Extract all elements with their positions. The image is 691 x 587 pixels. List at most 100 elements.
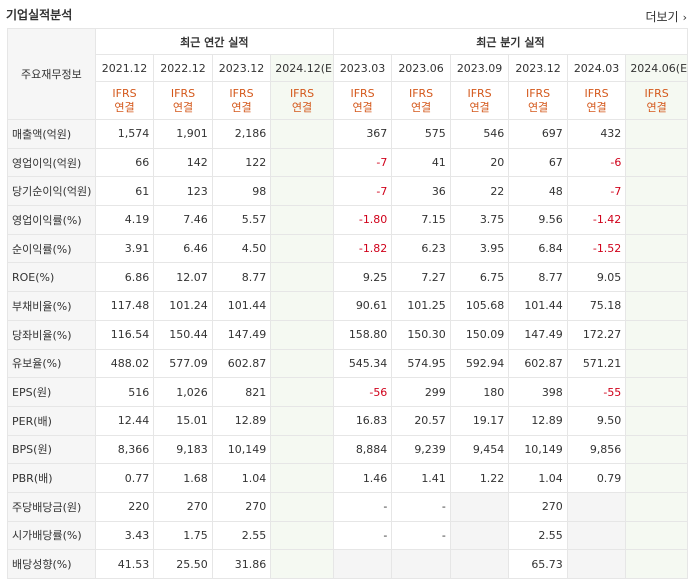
value-cell: 9.56 <box>508 205 568 235</box>
row-label: EPS(원) <box>7 377 96 407</box>
more-link[interactable]: 더보기 › <box>645 8 687 25</box>
value-cell: -1.82 <box>332 233 393 264</box>
value-cell: 48 <box>508 176 568 207</box>
ifrs-badge: IFRS 연결 <box>153 81 213 120</box>
table-row: 부채비율(%) 117.48 101.24 101.44 90.61 101.25 105.… <box>7 291 688 321</box>
period-header: 2023.09 <box>449 54 510 82</box>
row-label: PBR(배) <box>7 463 96 493</box>
value-cell: 1.22 <box>449 463 510 493</box>
value-cell: 158.80 <box>332 319 393 350</box>
value-cell <box>625 491 688 522</box>
value-cell: 10,149 <box>211 434 272 465</box>
period-header: 2021.12 <box>94 54 155 82</box>
value-cell: -1.52 <box>566 233 627 264</box>
value-cell: 12.89 <box>211 405 272 436</box>
value-cell <box>625 176 688 207</box>
value-cell: 7.46 <box>153 205 213 235</box>
value-cell: 142 <box>153 147 213 178</box>
value-cell <box>270 319 334 350</box>
value-cell <box>566 491 627 522</box>
value-cell <box>270 119 334 149</box>
value-cell <box>270 262 334 293</box>
value-cell <box>625 291 688 321</box>
value-cell: 9.05 <box>566 262 627 293</box>
value-cell: 9.50 <box>566 405 627 436</box>
value-cell: 9,183 <box>153 434 213 465</box>
value-cell <box>332 549 393 579</box>
value-cell <box>391 549 451 579</box>
row-label: 영업이익(억원) <box>7 147 96 178</box>
value-cell: -7 <box>566 176 627 207</box>
value-cell: 270 <box>211 491 272 522</box>
financial-table: 주요재무정보 최근 연간 실적 최근 분기 실적 2021.12 2022.12 2… <box>7 28 689 579</box>
value-cell: 16.83 <box>332 405 393 436</box>
value-cell <box>625 377 688 407</box>
value-cell: 602.87 <box>211 348 272 379</box>
ifrs-label: IFRS <box>112 86 137 100</box>
value-cell: 571.21 <box>566 348 627 379</box>
row-label: PER(배) <box>7 405 96 436</box>
value-cell: 105.68 <box>449 291 510 321</box>
value-cell: 1.41 <box>391 463 451 493</box>
value-cell: 122 <box>211 147 272 178</box>
value-cell: 592.94 <box>449 348 510 379</box>
value-cell: 432 <box>566 119 627 149</box>
value-cell: -1.80 <box>332 205 393 235</box>
ifrs-badge: IFRS 연결 <box>332 81 393 120</box>
value-cell: 220 <box>94 491 155 522</box>
value-cell: 8,884 <box>332 434 393 465</box>
value-cell <box>625 434 688 465</box>
value-cell: 2.55 <box>508 520 568 551</box>
ifrs-badge: IFRS 연결 <box>508 81 568 120</box>
ifrs-badge: IFRS 연결 <box>625 81 688 120</box>
value-cell: 101.44 <box>508 291 568 321</box>
value-cell: 270 <box>153 491 213 522</box>
ifrs-badge: IFRS 연결 <box>94 81 155 120</box>
value-cell: 1.04 <box>211 463 272 493</box>
value-cell: 4.50 <box>211 233 272 264</box>
more-link-label: 더보기 <box>645 10 679 24</box>
value-cell: 2,186 <box>211 119 272 149</box>
consolidated-label: 연결 <box>469 100 490 114</box>
table-row: 당좌비율(%) 116.54 150.44 147.49 158.80 150.30 150… <box>7 319 688 350</box>
value-cell: -7 <box>332 147 393 178</box>
value-cell: - <box>332 491 393 522</box>
value-cell: 299 <box>391 377 451 407</box>
row-label: 당기순이익(억원) <box>7 176 96 207</box>
value-cell: 41 <box>391 147 451 178</box>
row-label: 매출액(억원) <box>7 119 96 149</box>
value-cell: 3.43 <box>94 520 155 551</box>
value-cell <box>270 405 334 436</box>
value-cell: 5.57 <box>211 205 272 235</box>
row-label: 배당성향(%) <box>7 549 96 579</box>
value-cell <box>270 176 334 207</box>
value-cell: 9,239 <box>391 434 451 465</box>
table-row: 매출액(억원) 1,574 1,901 2,186 367 575 546 697 432 <box>7 119 688 149</box>
ifrs-badge: IFRS 연결 <box>391 81 451 120</box>
value-cell: 602.87 <box>508 348 568 379</box>
value-cell: 67 <box>508 147 568 178</box>
value-cell: 31.86 <box>211 549 272 579</box>
ifrs-badge: IFRS 연결 <box>449 81 510 120</box>
ifrs-label: IFRS <box>644 86 669 100</box>
table-row: 영업이익(억원) 66 142 122 -7 41 20 67 -6 <box>7 147 688 178</box>
value-cell: 2.55 <box>211 520 272 551</box>
value-cell <box>449 520 510 551</box>
value-cell: 12.44 <box>94 405 155 436</box>
value-cell: 545.34 <box>332 348 393 379</box>
value-cell: 1.75 <box>153 520 213 551</box>
value-cell: -6 <box>566 147 627 178</box>
value-cell <box>449 549 510 579</box>
value-cell: 15.01 <box>153 405 213 436</box>
value-cell: 180 <box>449 377 510 407</box>
value-cell: 1.68 <box>153 463 213 493</box>
consolidated-label: 연결 <box>231 100 252 114</box>
table-row: 유보율(%) 488.02 577.09 602.87 545.34 574.95 592.… <box>7 348 688 379</box>
value-cell <box>270 205 334 235</box>
value-cell <box>625 262 688 293</box>
value-cell: 41.53 <box>94 549 155 579</box>
consolidated-label: 연결 <box>352 100 373 114</box>
consolidated-label: 연결 <box>114 100 135 114</box>
value-cell: 7.15 <box>391 205 451 235</box>
value-cell: 1,574 <box>94 119 155 149</box>
